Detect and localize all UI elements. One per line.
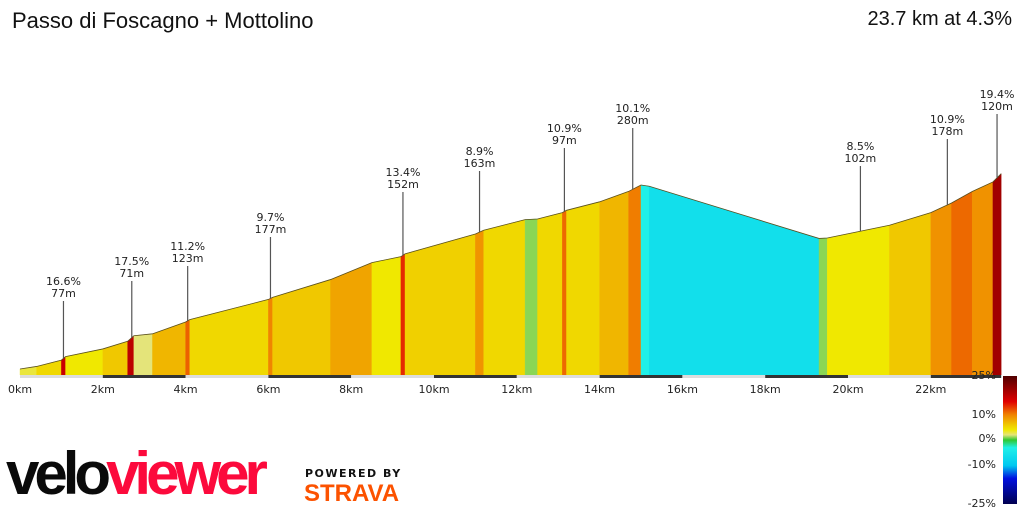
profile-outline — [19, 173, 1002, 370]
annotation-length: 178m — [932, 125, 964, 138]
axis-bar-segment — [516, 375, 600, 378]
x-tick-label: 20km — [832, 383, 863, 396]
colorbar-tick-label: 0% — [979, 432, 996, 445]
profile-segment — [133, 333, 153, 376]
profile-segment — [649, 186, 745, 376]
profile-segment — [475, 229, 484, 376]
x-tick-label: 0km — [8, 383, 32, 396]
profile-segment — [189, 299, 269, 376]
annotation-grade: 10.9% — [930, 113, 965, 126]
axis-bar-segment — [682, 375, 766, 378]
profile-segments — [19, 173, 1002, 376]
axis-bar-segment — [351, 375, 434, 378]
profile-segment — [827, 225, 890, 376]
profile-segment — [951, 191, 973, 376]
profile-segment — [268, 297, 273, 376]
profile-segment — [992, 173, 1002, 376]
axis-bar-segment — [268, 375, 352, 378]
profile-segment — [524, 218, 538, 376]
profile-segment — [400, 253, 406, 376]
annotation-grade: 19.4% — [980, 88, 1015, 101]
annotation-length: 123m — [172, 252, 204, 265]
annotation-length: 102m — [845, 152, 877, 165]
axis-bar-segment — [102, 375, 186, 378]
profile-segment — [930, 202, 952, 376]
colorbar-tick-label: -10% — [968, 458, 996, 471]
profile-segment — [889, 212, 931, 376]
x-axis-ticks: 0km 2km 4km 6km 8km 10km 12km 14km 16km 18km 20km 2… — [8, 383, 946, 396]
profile-segment — [330, 262, 373, 376]
profile-segment — [818, 237, 828, 376]
annotation-grade: 8.5% — [846, 140, 874, 153]
axis-bar-segment — [930, 375, 1002, 378]
annotation-grade: 11.2% — [170, 240, 205, 253]
profile-segment — [102, 341, 128, 376]
profile-segment — [972, 181, 994, 376]
annotation-grade: 9.7% — [256, 211, 284, 224]
annotations: 16.6%77m 17.5%71m 11.2%123m 9.7%177m 13.4%15… — [46, 88, 1015, 359]
profile-segment — [36, 359, 62, 376]
profile-segment — [371, 256, 402, 376]
profile-segment — [152, 321, 186, 376]
strava-logo: STRAVA — [304, 480, 400, 507]
profile-segment — [562, 209, 567, 376]
profile-segment — [185, 319, 190, 376]
annotation-grade: 8.9% — [466, 145, 494, 158]
x-tick-label: 4km — [174, 383, 198, 396]
x-tick-label: 18km — [750, 383, 781, 396]
profile-segment — [127, 335, 135, 376]
profile-segment — [272, 279, 331, 376]
annotation-grade: 10.9% — [547, 122, 582, 135]
colorbar-tick-label: 10% — [972, 408, 996, 421]
profile-segment — [640, 184, 650, 376]
colorbar — [1003, 376, 1017, 504]
axis-bar-segment — [20, 375, 103, 378]
annotation-length: 120m — [981, 100, 1013, 113]
colorbar-ticks: 25% 10% 0% -10% -25% — [968, 369, 996, 510]
x-tick-label: 14km — [584, 383, 615, 396]
axis-bar-segment — [434, 375, 517, 378]
annotation-length: 77m — [51, 287, 76, 300]
colorbar-tick-label: -25% — [968, 497, 996, 510]
profile-segment — [744, 215, 820, 376]
x-tick-label: 2km — [91, 383, 115, 396]
annotation-grade: 16.6% — [46, 275, 81, 288]
profile-segment — [566, 201, 600, 376]
powered-by-text: POWERED BY — [305, 467, 402, 480]
axis-bar-segment — [599, 375, 683, 378]
annotation-length: 152m — [387, 178, 419, 191]
x-tick-label: 22km — [915, 383, 946, 396]
annotation-length: 71m — [119, 267, 144, 280]
profile-segment — [599, 191, 629, 376]
x-tick-label: 8km — [339, 383, 363, 396]
colorbar-tick-label: 25% — [972, 369, 996, 382]
annotation-grade: 10.1% — [615, 102, 650, 115]
annotation-length: 163m — [464, 157, 496, 170]
x-tick-label: 6km — [256, 383, 280, 396]
distance-axis-bar — [20, 375, 1002, 378]
axis-bar-segment — [185, 375, 269, 378]
x-tick-label: 16km — [667, 383, 698, 396]
annotation-length: 97m — [552, 134, 577, 147]
veloviewer-logo: veloviewer — [6, 440, 268, 507]
climb-summary: 23.7 km at 4.3% — [867, 8, 1012, 30]
x-tick-label: 10km — [418, 383, 449, 396]
x-tick-label: 12km — [501, 383, 532, 396]
axis-bar-segment — [848, 375, 931, 378]
profile-segment — [537, 212, 563, 376]
annotation-length: 280m — [617, 114, 649, 127]
annotation-grade: 13.4% — [385, 166, 420, 179]
annotation-grade: 17.5% — [114, 255, 149, 268]
profile-segment — [404, 233, 476, 376]
axis-bar-segment — [765, 375, 848, 378]
page-title: Passo di Foscagno + Mottolino — [12, 8, 314, 33]
profile-segment — [483, 219, 526, 376]
profile-segment — [628, 184, 642, 376]
annotation-length: 177m — [255, 223, 287, 236]
